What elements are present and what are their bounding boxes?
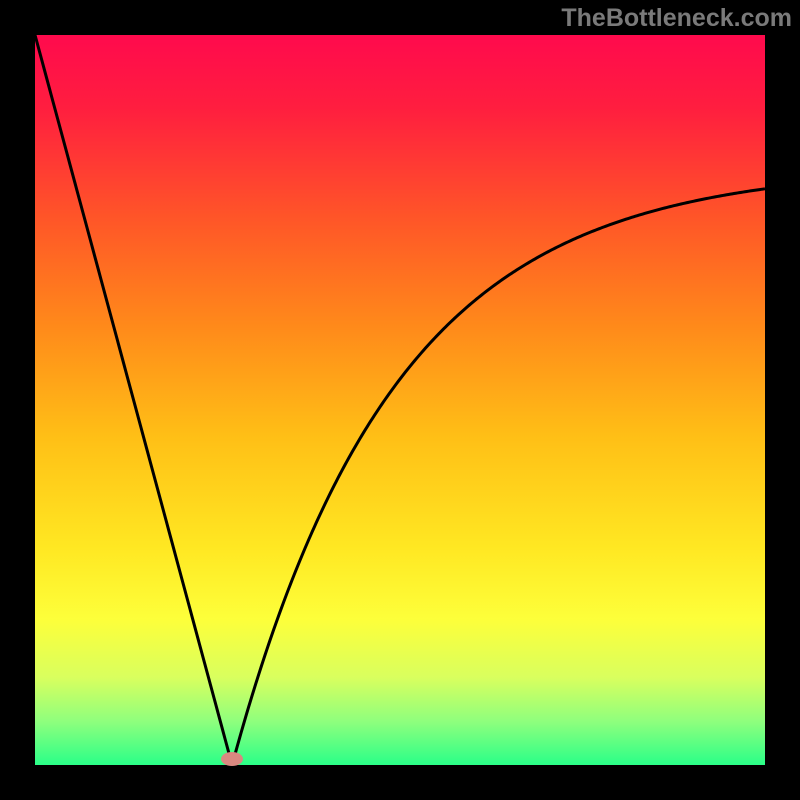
optimum-marker xyxy=(221,752,243,766)
curve-svg xyxy=(0,0,800,800)
watermark-text: TheBottleneck.com xyxy=(561,4,792,33)
bottleneck-curve xyxy=(35,35,765,765)
chart-container: TheBottleneck.com xyxy=(0,0,800,800)
